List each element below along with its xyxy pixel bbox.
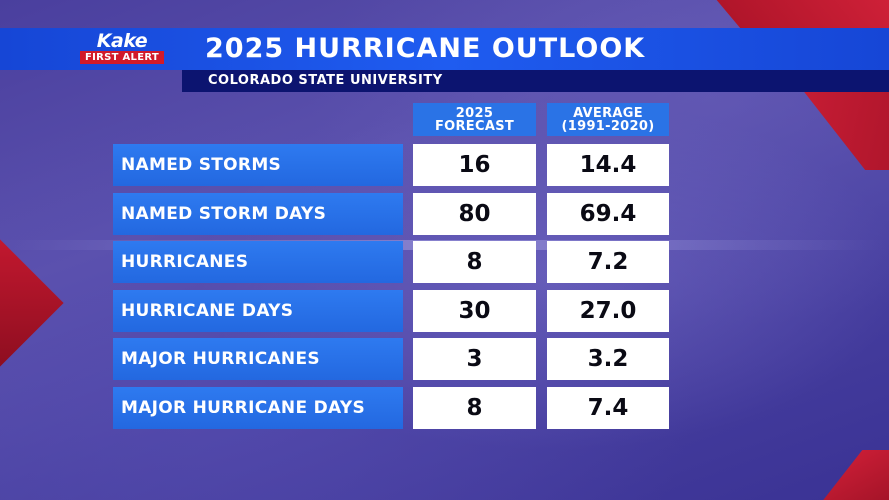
cell-major-hurricane-days-average: 7.4 [547,387,669,429]
column-header-forecast-line1: 2025 [455,105,494,121]
row-label-named-storms: NAMED STORMS [113,144,403,186]
red-accent-bottom [807,450,889,500]
cell-named-storms-forecast: 16 [413,144,536,186]
row-label-named-storm-days: NAMED STORM DAYS [113,193,403,235]
cell-hurricane-days-average: 27.0 [547,290,669,332]
red-accent-top [699,0,889,28]
column-header-forecast-line2: FORECAST [434,118,515,134]
row-label-hurricane-days: HURRICANE DAYS [113,290,403,332]
column-header-average: AVERAGE (1991-2020) [547,103,669,136]
row-label-major-hurricanes: MAJOR HURRICANES [113,338,403,380]
logo-kake-text: Kake [96,30,148,52]
subtitle-bar [182,70,889,92]
page-subtitle: COLORADO STATE UNIVERSITY [208,73,443,88]
cell-named-storm-days-forecast: 80 [413,193,536,235]
cell-major-hurricane-days-forecast: 8 [413,387,536,429]
cell-named-storm-days-average: 69.4 [547,193,669,235]
row-label-major-hurricane-days: MAJOR HURRICANE DAYS [113,387,403,429]
logo-first-alert-text: FIRST ALERT [80,51,164,64]
column-header-average-line2: (1991-2020) [561,118,655,134]
cell-major-hurricanes-average: 3.2 [547,338,669,380]
cell-hurricanes-average: 7.2 [547,241,669,283]
cell-hurricane-days-forecast: 30 [413,290,536,332]
row-label-hurricanes: HURRICANES [113,241,403,283]
kake-first-alert-logo: Kake FIRST ALERT [80,32,164,66]
page-title: 2025 HURRICANE OUTLOOK [205,33,646,64]
cell-major-hurricanes-forecast: 3 [413,338,536,380]
column-header-average-line1: AVERAGE [573,105,643,121]
cell-hurricanes-forecast: 8 [413,241,536,283]
red-accent-left [0,239,64,367]
cell-named-storms-average: 14.4 [547,144,669,186]
red-accent-right [794,80,889,170]
column-header-forecast: 2025 FORECAST [413,103,536,136]
